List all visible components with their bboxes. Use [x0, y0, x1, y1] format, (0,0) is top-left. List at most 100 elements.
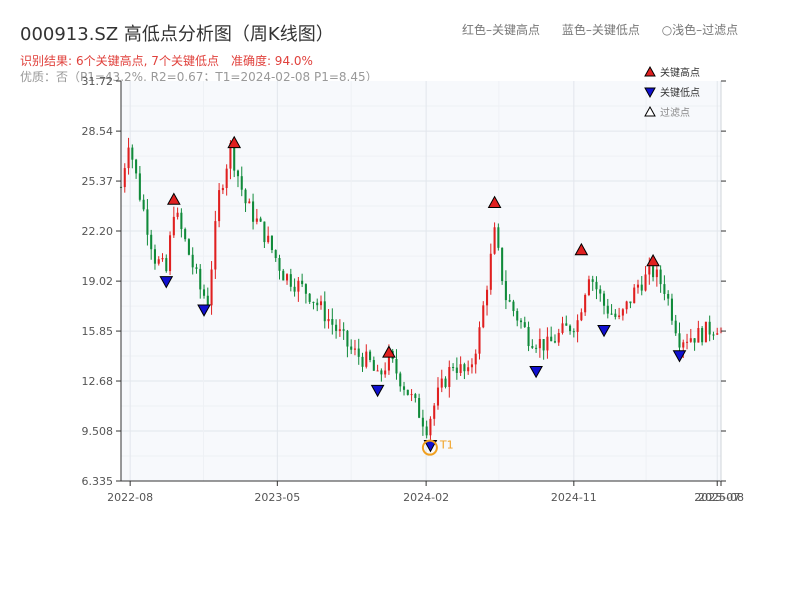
candle-body [131, 147, 134, 160]
candle [395, 349, 398, 380]
candle [357, 338, 360, 365]
candle-body [527, 326, 530, 347]
result-prefix: 识别结果: [20, 54, 73, 68]
candle-body [508, 300, 511, 302]
candle [497, 223, 500, 251]
candle-body [301, 280, 304, 285]
candle [670, 293, 673, 325]
candle-body [214, 221, 217, 270]
candle-body [470, 364, 473, 368]
candle [659, 265, 662, 293]
candle-body [633, 287, 636, 304]
candle [210, 261, 213, 315]
candle [157, 256, 160, 266]
candle [640, 275, 643, 296]
candle [425, 420, 428, 439]
candle [519, 318, 523, 329]
candle-body [240, 176, 243, 190]
candle-body [557, 332, 560, 343]
key-low-marker [672, 350, 687, 363]
x-tick-label: 2023-05 [254, 491, 300, 504]
candle-body [519, 320, 523, 323]
candle-body [614, 313, 617, 317]
candle-body [229, 143, 232, 169]
candle-body [361, 356, 364, 367]
candle-body [191, 254, 194, 268]
candle [353, 339, 356, 356]
candle [365, 344, 368, 369]
candle [308, 293, 311, 304]
candle-body [584, 294, 587, 313]
candle-body [599, 289, 602, 294]
candle-body [365, 351, 368, 367]
candle [644, 266, 647, 292]
candle-body [629, 301, 632, 304]
candle-body [670, 298, 673, 321]
candle-body [399, 373, 402, 387]
legend-red-text: 红色–关键高点 [462, 23, 541, 37]
candle-body [357, 348, 360, 357]
candle-body [146, 209, 149, 235]
candle-body [640, 284, 643, 291]
candle [489, 243, 492, 295]
candle-body [157, 259, 160, 264]
candle-body [202, 289, 206, 296]
candle-body [621, 309, 624, 316]
candle [312, 301, 315, 310]
candle [512, 299, 515, 317]
candle-body [180, 212, 183, 230]
y-tick-label: 9.508 [82, 425, 114, 438]
candle [693, 338, 696, 351]
candle-body [221, 188, 224, 191]
candle [701, 326, 704, 346]
candle [187, 238, 190, 256]
candle-body [459, 364, 462, 373]
candle [282, 268, 285, 281]
candle-body [376, 370, 379, 372]
legend-entry: 关键高点 [644, 65, 700, 79]
candle-body [663, 284, 666, 294]
candle [535, 344, 538, 353]
candle-body [708, 321, 711, 335]
candle [429, 416, 432, 444]
candle [418, 393, 421, 419]
candle [184, 227, 187, 242]
candle [402, 381, 406, 396]
candle [410, 389, 413, 402]
candle-body [561, 323, 564, 333]
candle-body [263, 221, 266, 243]
candle [455, 357, 458, 380]
candle [323, 291, 326, 329]
candle [255, 208, 258, 225]
candle-body [602, 293, 606, 306]
candle [686, 333, 689, 350]
candle [161, 253, 164, 262]
candle-body [331, 319, 334, 325]
candle [470, 358, 473, 374]
candle-body [512, 301, 515, 312]
candle [599, 285, 602, 302]
candle [350, 339, 353, 355]
candle-body [282, 270, 285, 281]
candle-body [697, 328, 700, 343]
candle-body [384, 370, 387, 375]
candle-body [452, 367, 455, 369]
candle [199, 264, 202, 299]
candle [716, 327, 719, 335]
candle-body [248, 201, 251, 204]
candle [474, 349, 477, 374]
candle [293, 278, 296, 297]
candle-body [293, 286, 296, 292]
candle [146, 199, 149, 246]
candle-body [297, 280, 300, 292]
candle-body [463, 364, 466, 372]
candle-body [233, 143, 236, 171]
candle [180, 208, 183, 238]
candle [270, 235, 273, 254]
candle [316, 298, 319, 312]
candle [176, 207, 179, 220]
x-tick-label: 2025-08 [698, 491, 744, 504]
candle [553, 334, 556, 344]
candle [587, 275, 590, 297]
candle-body [267, 235, 270, 243]
